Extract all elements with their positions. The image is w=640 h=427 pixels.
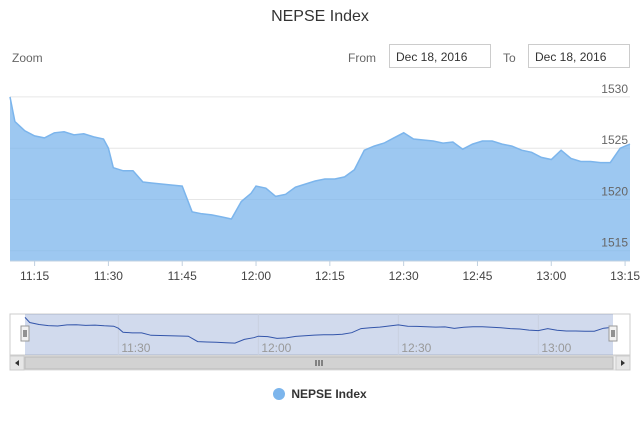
navigator-ticks: 11:30 12:00 12:30 13:00 (121, 341, 571, 355)
x-tick-label: 13:15 (610, 269, 640, 283)
navigator-tick-label: 12:00 (261, 341, 291, 355)
x-tick-label: 12:15 (315, 269, 345, 283)
y-tick-label: 1520 (601, 184, 628, 198)
chart-title: NEPSE Index (271, 8, 369, 25)
series-line-nepse-index (9, 96, 631, 220)
y-tick-label: 1530 (601, 82, 628, 96)
x-tick-label: 11:15 (20, 269, 49, 283)
navigator-left-handle[interactable] (20, 325, 30, 342)
navigator-tick-label: 13:00 (541, 341, 571, 355)
scrollbar-right-arrow[interactable] (615, 355, 631, 371)
y-tick-label: 1515 (601, 236, 628, 250)
zoom-label: Zoom (12, 51, 43, 65)
series-area-nepse-index (10, 96, 630, 262)
to-date-input[interactable]: Dec 18, 2016 (528, 44, 630, 68)
from-label: From (348, 51, 376, 65)
scrollbar-left-arrow[interactable] (9, 355, 25, 371)
navigator-right-handle[interactable] (608, 325, 618, 342)
from-date-input[interactable]: Dec 18, 2016 (389, 44, 491, 68)
legend-label: NEPSE Index (291, 387, 367, 401)
legend[interactable]: NEPSE Index (0, 387, 640, 401)
x-tick-label: 13:00 (536, 269, 566, 283)
y-axis-ticks: 1515 1520 1525 1530 (601, 82, 628, 250)
x-tick-label: 12:30 (389, 269, 419, 283)
navigator-grid (117, 314, 539, 355)
to-label: To (503, 51, 516, 65)
scrollbar-thumb[interactable] (24, 356, 614, 370)
navigator-tick-label: 12:30 (401, 341, 431, 355)
x-tick-label: 12:00 (241, 269, 271, 283)
y-tick-label: 1525 (601, 133, 628, 147)
x-tick-label: 11:45 (168, 269, 197, 283)
x-tick-label: 11:30 (94, 269, 123, 283)
navigator-series-line (24, 317, 614, 344)
legend-marker-icon (273, 388, 286, 400)
x-tick-label: 12:45 (462, 269, 492, 283)
navigator-tick-label: 11:30 (121, 341, 150, 355)
x-axis-ticks: 11:15 11:30 11:45 12:00 12:15 12:30 12:45 13:00… (20, 261, 640, 283)
